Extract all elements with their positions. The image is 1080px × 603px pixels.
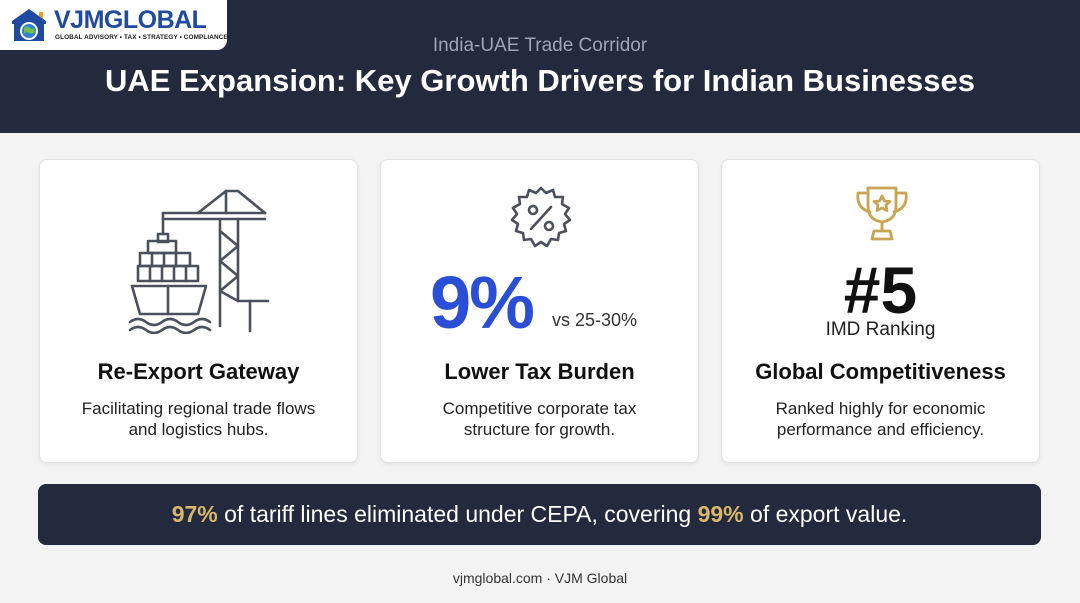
card-description-line: Ranked highly for economic	[775, 399, 986, 418]
tax-rate-comparison: vs 25-30%	[552, 310, 638, 330]
card-heading: Lower Tax Burden	[444, 359, 635, 384]
percent-badge-icon	[510, 186, 572, 248]
export-stat: 99%	[697, 501, 744, 527]
banner-text: of export value.	[743, 501, 908, 527]
tax-rate-value: 9%	[430, 261, 535, 344]
imd-rank-caption: IMD Ranking	[825, 319, 936, 340]
footer-credit: vjmglobal.com · VJM Global	[452, 570, 628, 586]
card-description-line: performance and efficiency.	[776, 420, 985, 439]
cepa-banner: 97% of tariff lines eliminated under CEP…	[38, 484, 1041, 545]
card-description-line: and logistics hubs.	[128, 420, 269, 439]
tariff-stat: 97%	[171, 501, 218, 527]
card-description-line: structure for growth.	[463, 420, 616, 439]
card-re-export: Re-Export Gateway Facilitating regional …	[39, 159, 358, 463]
card-heading: Re-Export Gateway	[97, 359, 300, 384]
brand-tagline: GLOBAL ADVISORY • TAX • STRATEGY • COMPL…	[55, 34, 228, 41]
brand-logo-icon	[12, 9, 46, 41]
brand-logo[interactable]: VJMGLOBAL GLOBAL ADVISORY • TAX • STRATE…	[0, 0, 228, 50]
card-description: Facilitating regional trade flows and lo…	[40, 398, 357, 440]
header-band: VJMGLOBAL GLOBAL ADVISORY • TAX • STRATE…	[0, 0, 1080, 133]
card-description: Ranked highly for economic performance a…	[722, 398, 1039, 440]
page-title: UAE Expansion: Key Growth Drivers for In…	[105, 63, 975, 98]
port-crane-ship-icon	[128, 189, 270, 334]
trophy-icon	[856, 186, 908, 241]
card-description-line: Competitive corporate tax	[442, 399, 637, 418]
page-subtitle: India-UAE Trade Corridor	[432, 35, 648, 56]
banner-text: of tariff lines eliminated under CEPA, c…	[217, 501, 698, 527]
card-lower-tax: 9% vs 25-30% Lower Tax Burden Competitiv…	[380, 159, 699, 463]
card-description: Competitive corporate tax structure for …	[381, 398, 698, 440]
card-heading: Global Competitiveness	[755, 359, 1006, 384]
imd-rank-value: #5	[843, 253, 918, 327]
card-description-line: Facilitating regional trade flows	[81, 399, 316, 418]
brand-name: VJMGLOBAL	[54, 6, 207, 34]
card-competitiveness: #5 IMD Ranking Global Competitiveness Ra…	[721, 159, 1040, 463]
